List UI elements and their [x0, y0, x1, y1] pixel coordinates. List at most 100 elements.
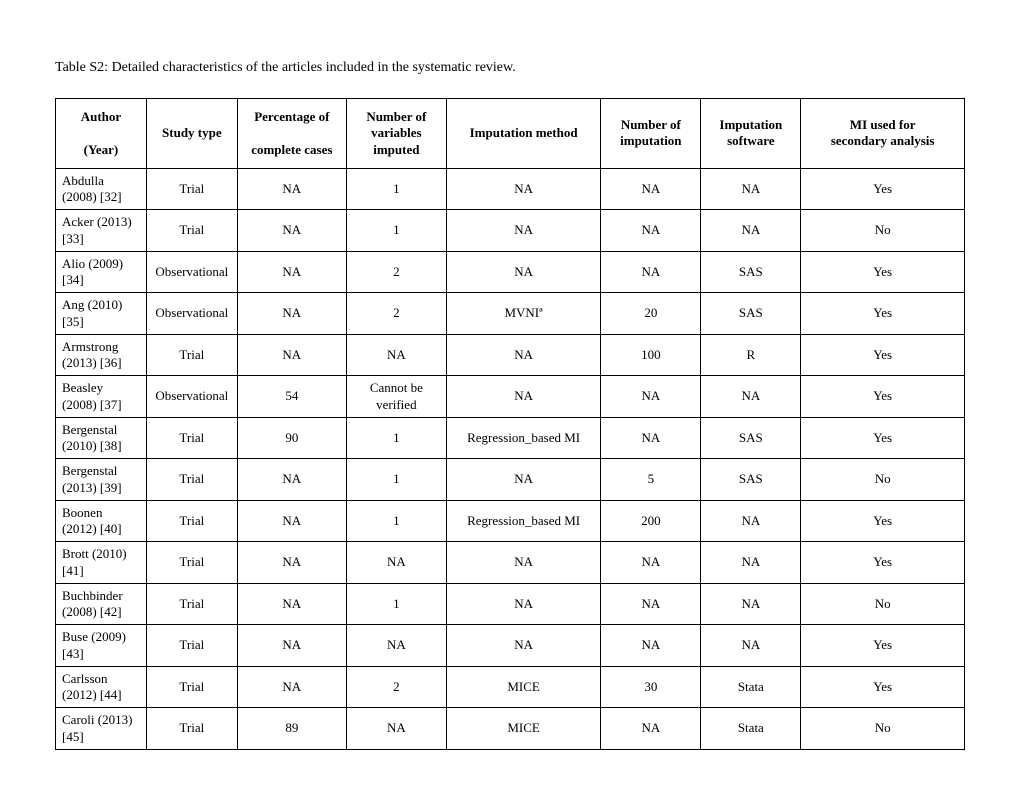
cell-nimp: NA: [601, 708, 701, 750]
cell-nvars: 1: [346, 500, 446, 542]
cell-author: Buse (2009) [43]: [56, 625, 147, 667]
table-row: Caroli (2013) [45]Trial89NAMICENAStataNo: [56, 708, 965, 750]
header-text: Number of: [621, 117, 681, 132]
cell-study: Trial: [146, 583, 237, 625]
table-row: Buse (2009) [43]TrialNANANANANAYes: [56, 625, 965, 667]
col-header-author: Author (Year): [56, 99, 147, 169]
col-header-percentage: Percentage of complete cases: [237, 99, 346, 169]
table-row: Armstrong (2013) [36]TrialNANANA100RYes: [56, 334, 965, 376]
cell-nvars: 2: [346, 666, 446, 708]
cell-mi: Yes: [801, 417, 965, 459]
cell-mi: Yes: [801, 542, 965, 584]
cell-nimp: NA: [601, 376, 701, 418]
header-text: software: [727, 133, 774, 148]
cell-mi: Yes: [801, 376, 965, 418]
cell-software: NA: [701, 210, 801, 252]
cell-nvars: NA: [346, 542, 446, 584]
cell-software: SAS: [701, 417, 801, 459]
cell-nvars: 1: [346, 417, 446, 459]
cell-mi: Yes: [801, 251, 965, 293]
cell-method: NA: [446, 459, 601, 501]
header-text: Author: [81, 109, 121, 124]
header-text: MI used for: [850, 117, 916, 132]
cell-author: Ang (2010) [35]: [56, 293, 147, 335]
cell-nimp: NA: [601, 210, 701, 252]
header-text: secondary analysis: [831, 133, 935, 148]
cell-nimp: 200: [601, 500, 701, 542]
table-row: Abdulla (2008) [32]TrialNA1NANANAYes: [56, 168, 965, 210]
cell-nimp: NA: [601, 583, 701, 625]
cell-study: Trial: [146, 625, 237, 667]
cell-author: Armstrong (2013) [36]: [56, 334, 147, 376]
cell-software: NA: [701, 625, 801, 667]
cell-nimp: NA: [601, 251, 701, 293]
header-text: Number of: [366, 109, 426, 124]
cell-software: R: [701, 334, 801, 376]
col-header-nvars: Number of variables imputed: [346, 99, 446, 169]
header-text: Imputation: [719, 117, 782, 132]
col-header-mi: MI used for secondary analysis: [801, 99, 965, 169]
cell-mi: No: [801, 583, 965, 625]
cell-mi: No: [801, 210, 965, 252]
cell-pct: NA: [237, 542, 346, 584]
cell-author: Boonen (2012) [40]: [56, 500, 147, 542]
cell-nvars: NA: [346, 625, 446, 667]
cell-study: Trial: [146, 500, 237, 542]
cell-author: Bergenstal (2010) [38]: [56, 417, 147, 459]
cell-software: SAS: [701, 459, 801, 501]
cell-nimp: 20: [601, 293, 701, 335]
cell-nimp: NA: [601, 417, 701, 459]
cell-software: NA: [701, 168, 801, 210]
table-row: Ang (2010) [35]ObservationalNA2MVNIª20SA…: [56, 293, 965, 335]
cell-method: NA: [446, 210, 601, 252]
cell-nimp: NA: [601, 625, 701, 667]
cell-nvars: 1: [346, 168, 446, 210]
cell-mi: Yes: [801, 293, 965, 335]
cell-software: Stata: [701, 666, 801, 708]
cell-nvars: 1: [346, 583, 446, 625]
table-row: Acker (2013) [33]TrialNA1NANANANo: [56, 210, 965, 252]
cell-study: Trial: [146, 708, 237, 750]
cell-mi: Yes: [801, 500, 965, 542]
header-text: complete cases: [251, 142, 332, 157]
cell-mi: Yes: [801, 625, 965, 667]
cell-software: NA: [701, 542, 801, 584]
cell-mi: No: [801, 459, 965, 501]
header-text: imputation: [620, 133, 681, 148]
cell-software: SAS: [701, 293, 801, 335]
cell-study: Trial: [146, 542, 237, 584]
cell-software: NA: [701, 583, 801, 625]
cell-author: Buchbinder (2008) [42]: [56, 583, 147, 625]
cell-software: SAS: [701, 251, 801, 293]
cell-pct: NA: [237, 293, 346, 335]
cell-author: Carlsson (2012) [44]: [56, 666, 147, 708]
table-row: Buchbinder (2008) [42]TrialNA1NANANANo: [56, 583, 965, 625]
cell-mi: Yes: [801, 334, 965, 376]
cell-pct: 89: [237, 708, 346, 750]
cell-method: NA: [446, 542, 601, 584]
cell-nvars: Cannot be verified: [346, 376, 446, 418]
cell-pct: NA: [237, 625, 346, 667]
cell-study: Trial: [146, 168, 237, 210]
cell-method: NA: [446, 251, 601, 293]
cell-method: MICE: [446, 666, 601, 708]
cell-author: Caroli (2013) [45]: [56, 708, 147, 750]
cell-pct: 90: [237, 417, 346, 459]
cell-nvars: 1: [346, 459, 446, 501]
header-text: Study type: [162, 125, 222, 140]
cell-pct: NA: [237, 666, 346, 708]
cell-method: NA: [446, 334, 601, 376]
cell-pct: 54: [237, 376, 346, 418]
cell-nvars: 2: [346, 251, 446, 293]
cell-software: NA: [701, 500, 801, 542]
cell-study: Trial: [146, 210, 237, 252]
cell-method: NA: [446, 168, 601, 210]
header-text: variables imputed: [371, 125, 422, 156]
table-row: Bergenstal (2010) [38]Trial901Regression…: [56, 417, 965, 459]
cell-study: Trial: [146, 417, 237, 459]
table-row: Alio (2009) [34]ObservationalNA2NANASASY…: [56, 251, 965, 293]
characteristics-table: Author (Year) Study type Percentage of c…: [55, 98, 965, 750]
cell-nimp: 30: [601, 666, 701, 708]
table-caption: Table S2: Detailed characteristics of th…: [55, 60, 965, 76]
cell-pct: NA: [237, 251, 346, 293]
